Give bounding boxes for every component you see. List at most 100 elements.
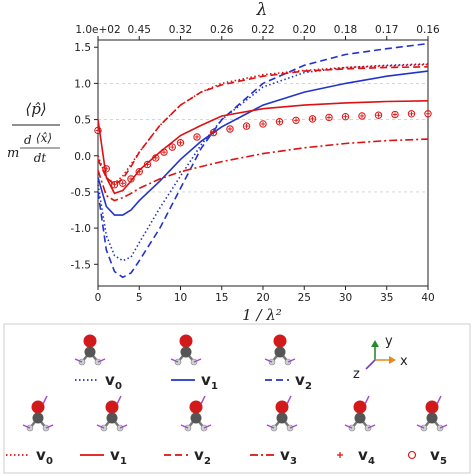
legend-subscript: 1 [120,456,127,467]
legend-label: v [280,446,290,464]
series-ch2o-v4-point [326,115,332,120]
series-ch2o-v4-point [227,126,233,132]
x-tick-label: 30 [339,292,352,304]
series-ch2o-v5-point [341,112,350,121]
vibration-arrow [266,424,275,429]
vibration-arrow [116,395,122,405]
y-label-numerator: ⟨p̂⟩ [25,100,46,118]
y-tick-label: -1.0 [71,223,92,235]
y-tick-label: 0.5 [74,115,91,127]
molecule-row1-0 [74,334,106,366]
series-ch2o-v4-point [194,134,200,140]
carbon-atom [180,346,192,358]
legend-subscript: 2 [305,381,312,392]
series-ch2o-v4-point [310,116,315,122]
oxygen-atom [189,400,203,414]
axis-label-x: x [400,354,408,369]
series-ch2o-v5-point [325,113,333,122]
vibration-arrow [287,358,296,363]
carbon-atom [84,346,96,358]
vibration-arrow [42,395,48,405]
series-ch2o-v5-point [94,126,102,135]
series-ch2o-v1-line [97,100,429,195]
series-ch2o-v5-point [259,120,267,128]
series-ch2o-v5-point [176,139,185,147]
x-tick-label: 35 [380,292,393,304]
carbon-atom [274,346,286,358]
y-tick-label: -0.5 [71,187,92,199]
molecule-row2-2 [180,395,212,432]
y-tick-label: 0.0 [74,151,91,163]
y-axis-label: ⟨p̂⟩ m d ⟨x̂⟩ dt [7,100,60,165]
series-ch2o-v4-point [128,176,134,182]
vibration-arrow [289,424,298,429]
legend-marker-circle [407,450,417,460]
legend-label: v [295,371,305,389]
vibration-arrow [45,424,54,429]
vibration-arrow [344,424,353,429]
oxygen-atom [275,400,289,414]
vibration-arrow [119,424,128,429]
vibration-arrow [180,424,189,429]
vibration-arrow [264,358,273,363]
legend-subscript: 5 [440,456,447,467]
series-ch2o-v5-point [358,112,366,120]
oxygen-atom [425,400,439,414]
carbon-atom [106,412,118,424]
top-tick-label: 0.45 [128,24,151,36]
molecule-row2-4 [344,395,376,432]
molecule-row2-1 [96,395,128,432]
oxygen-atom [31,400,45,414]
series-ch2o-v5-point [168,143,176,151]
x-tick-label: 25 [298,292,311,304]
molecule-row2-3 [266,395,298,432]
legend-label: v [36,446,46,464]
oxygen-atom [83,334,97,348]
legend-label: v [201,371,211,389]
carbon-atom [32,412,44,424]
series-ch2o-v3-line [97,138,429,202]
series-ch2o-v5-point [102,165,110,173]
series-ch2o-v5-point [226,125,234,133]
series-ch2o-v4-point [178,140,183,145]
vibration-arrow [74,358,83,363]
coordinate-axes-icon: yx z [353,334,408,382]
series-ch2o-v4-point [425,111,431,116]
y-tick-label: -1.5 [71,259,92,271]
vibration-arrow [22,424,31,429]
legend-box [3,323,471,474]
vibration-arrow [286,395,292,405]
molecule-row2-5 [416,395,448,432]
vibration-arrow [364,395,370,405]
x-tick-label: 0 [95,292,102,304]
legend-label: v [358,446,368,464]
series-ch2o-v4-point [392,112,398,117]
legend-label: v [110,446,120,464]
series-ch2o-v4-point [293,118,299,123]
x-tick-label: 20 [256,292,269,304]
series-ch2o-v5-point [110,181,119,189]
series-ch2o-v4-point [211,130,216,135]
series-ch2o-v4-point [343,114,348,119]
series-ch2o-v5-point [242,122,251,130]
molecule-row1-1 [170,334,202,366]
series-ch2o-v5-point [119,179,127,187]
series-ch2o-v5-point [135,167,143,176]
legend-subscript: 3 [290,456,297,467]
axis-label-z: z [353,367,360,382]
series-ch2o-v5-point [407,110,416,118]
top-tick-label: 0.17 [375,24,398,36]
vibration-arrow [200,395,206,405]
top-tick-label: 0.26 [210,24,234,36]
series-ch2o-v5-point [152,154,160,162]
y-label-d-top: d [24,133,32,147]
series-ch2o-v5-point [275,118,284,126]
axis-label-y: y [385,334,393,349]
